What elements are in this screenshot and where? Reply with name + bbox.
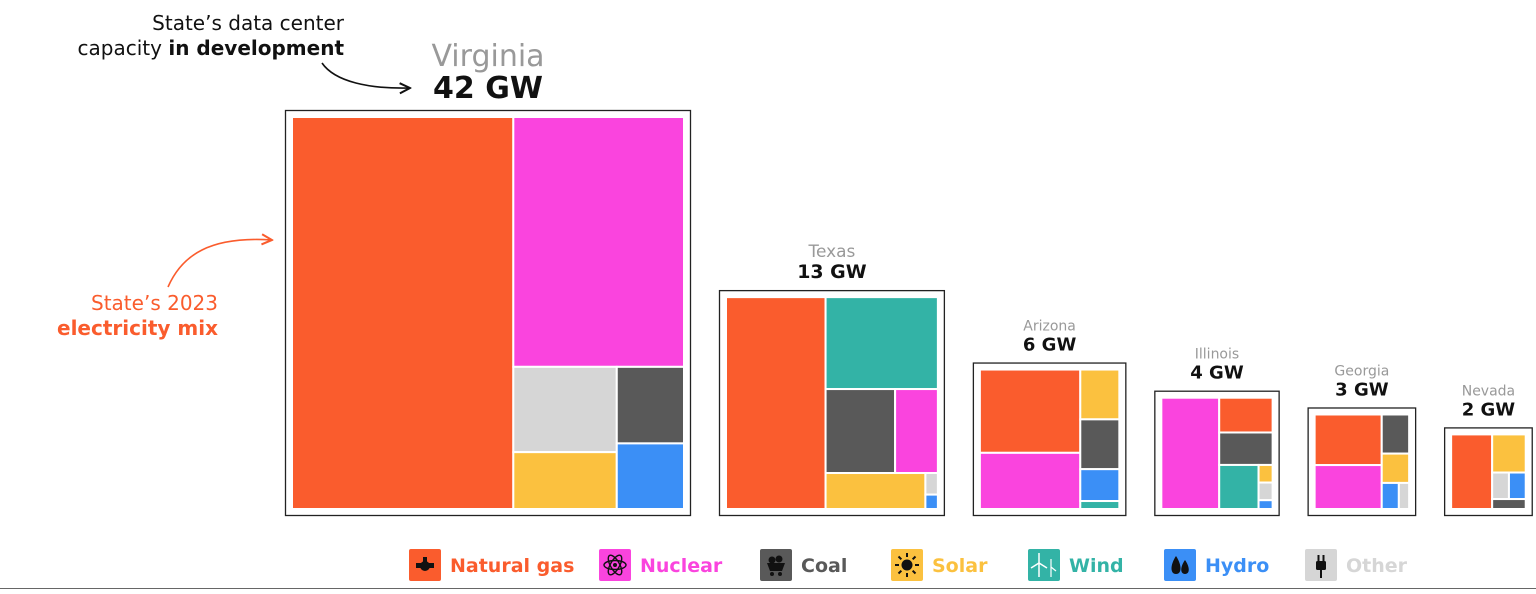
plug-icon xyxy=(1316,555,1326,578)
capacity-annotation-bold: in development xyxy=(168,36,344,60)
cell-gas xyxy=(1450,433,1494,510)
legend-swatch xyxy=(1028,549,1060,581)
state-name: Illinois xyxy=(1195,347,1239,363)
cell-other xyxy=(512,365,618,454)
cell-nuclear xyxy=(512,116,685,368)
state-name: Arizona xyxy=(1023,319,1076,335)
cell-gas xyxy=(978,368,1082,454)
legend-item-other: Other xyxy=(1305,549,1408,581)
legend-label: Coal xyxy=(801,555,847,577)
state-name: Texas xyxy=(808,241,856,261)
cell-gas xyxy=(291,116,515,510)
cell-solar xyxy=(1079,368,1121,421)
state-capacity: 4 GW xyxy=(1190,363,1244,384)
cell-solar xyxy=(1380,452,1411,484)
legend-label: Wind xyxy=(1069,555,1124,577)
mix-annotation: State’s 2023 electricity mix xyxy=(57,239,272,340)
state-capacity: 42 GW xyxy=(433,71,543,106)
cell-coal xyxy=(1079,418,1121,471)
legend: Natural gas Nuclear Coal Solar Wind Hydro Othe… xyxy=(409,549,1408,581)
legend-label: Natural gas xyxy=(450,555,574,577)
atom-icon xyxy=(603,554,627,576)
state-capacity: 13 GW xyxy=(797,261,866,283)
cell-solar xyxy=(1491,433,1527,474)
state-name: Nevada xyxy=(1462,383,1515,399)
cell-nuclear xyxy=(978,451,1082,511)
cell-solar xyxy=(824,472,927,510)
cell-wind xyxy=(824,296,939,391)
cell-gas xyxy=(725,296,827,511)
gas-pump-icon xyxy=(416,557,434,571)
state-capacity: 6 GW xyxy=(1023,335,1077,356)
cell-solar xyxy=(1257,463,1274,484)
cell-coal xyxy=(1380,413,1411,455)
capacity-annotation-line1: State’s data center xyxy=(152,11,345,35)
cell-nuclear xyxy=(1313,464,1383,511)
cell-other xyxy=(1257,481,1274,502)
capacity-arrow xyxy=(321,62,410,88)
mix-annotation-line2: electricity mix xyxy=(57,316,218,340)
cell-other xyxy=(1397,481,1411,510)
cell-gas xyxy=(1218,396,1274,434)
mix-arrow xyxy=(167,239,272,288)
state-capacity: 3 GW xyxy=(1335,379,1389,400)
legend-item-gas: Natural gas xyxy=(409,549,574,581)
legend-item-coal: Coal xyxy=(760,549,847,581)
cell-coal xyxy=(824,388,897,475)
legend-label: Other xyxy=(1346,555,1408,577)
state-name: Georgia xyxy=(1334,363,1389,379)
cell-gas xyxy=(1313,413,1383,467)
sun-icon xyxy=(895,553,919,577)
capacity-annotation-prefix: capacity xyxy=(78,36,169,60)
cell-coal xyxy=(615,365,685,445)
cell-hydro xyxy=(1079,468,1121,503)
cell-hydro xyxy=(1380,481,1400,510)
cell-wind xyxy=(1079,500,1121,510)
capacity-annotation: State’s data center capacity in developm… xyxy=(78,11,410,88)
cell-hydro xyxy=(1507,471,1527,501)
legend-label: Hydro xyxy=(1205,555,1269,577)
water-drops-icon xyxy=(1171,556,1189,574)
cell-hydro xyxy=(615,442,685,510)
legend-label: Nuclear xyxy=(640,555,723,577)
cell-other xyxy=(1491,471,1510,501)
cell-hydro xyxy=(1257,499,1274,511)
cell-hydro xyxy=(924,493,939,510)
legend-item-solar: Solar xyxy=(891,549,988,581)
legend-item-wind: Wind xyxy=(1028,549,1124,581)
wind-turbine-icon xyxy=(1030,553,1057,577)
state-capacity: 2 GW xyxy=(1462,399,1516,420)
cell-coal xyxy=(1491,498,1527,510)
cell-other xyxy=(924,472,939,496)
mix-annotation-line1: State’s 2023 xyxy=(91,291,218,315)
cell-solar xyxy=(512,451,618,510)
legend-item-hydro: Hydro xyxy=(1164,549,1269,581)
cell-nuclear xyxy=(894,388,939,475)
legend-label: Solar xyxy=(932,555,988,577)
cell-wind xyxy=(1218,463,1260,510)
state-name: Virginia xyxy=(431,39,544,74)
cell-coal xyxy=(1218,431,1274,466)
coal-cart-icon xyxy=(767,555,785,576)
capacity-annotation-line2: capacity in development xyxy=(78,36,345,60)
legend-item-nuclear: Nuclear xyxy=(599,549,723,581)
cell-nuclear xyxy=(1160,396,1221,511)
